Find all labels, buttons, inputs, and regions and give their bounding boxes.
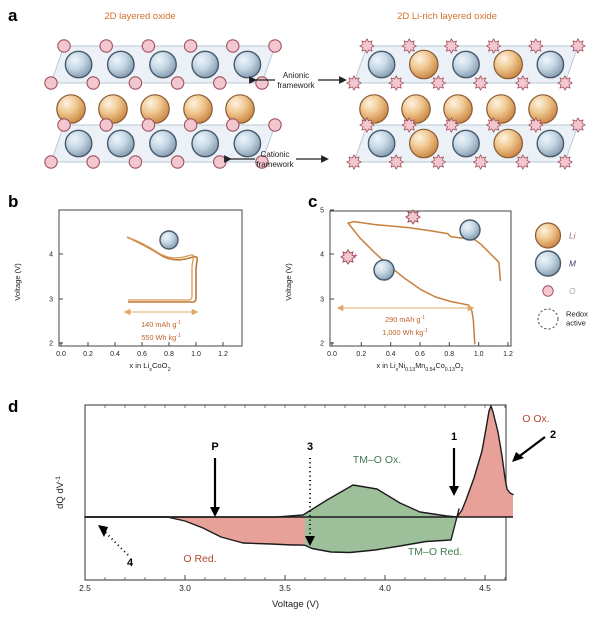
- svg-text:Anionic: Anionic: [283, 71, 309, 80]
- svg-text:framework: framework: [277, 81, 315, 90]
- svg-text:P: P: [211, 441, 218, 453]
- svg-text:TM–O Red.: TM–O Red.: [408, 546, 462, 558]
- svg-text:1,000 Wh kg-1: 1,000 Wh kg-1: [382, 328, 428, 337]
- svg-text:5: 5: [320, 208, 324, 215]
- svg-text:Redox: Redox: [566, 310, 588, 319]
- svg-text:4: 4: [127, 557, 134, 569]
- svg-text:4.0: 4.0: [379, 583, 391, 593]
- svg-text:Voltage (V): Voltage (V): [284, 263, 293, 301]
- svg-text:0.2: 0.2: [356, 351, 366, 358]
- svg-text:+: +: [353, 251, 358, 260]
- svg-text:active: active: [566, 319, 586, 328]
- svg-text:550 Wh kg-1: 550 Wh kg-1: [141, 333, 181, 342]
- svg-text:0.4: 0.4: [110, 351, 120, 358]
- svg-text:0.0: 0.0: [56, 351, 66, 358]
- svg-text:0.0: 0.0: [327, 351, 337, 358]
- svg-text:O Red.: O Red.: [183, 553, 216, 565]
- svg-text:1: 1: [451, 431, 457, 443]
- svg-text:4: 4: [49, 252, 53, 259]
- svg-text:x in LixCoO2: x in LixCoO2: [129, 361, 170, 373]
- svg-text:1.2: 1.2: [218, 351, 228, 358]
- svg-text:2: 2: [49, 341, 53, 348]
- svg-text:0.2: 0.2: [83, 351, 93, 358]
- svg-text:4.5: 4.5: [479, 583, 491, 593]
- svg-text:1.0: 1.0: [191, 351, 201, 358]
- svg-text:O Ox.: O Ox.: [522, 413, 549, 425]
- svg-text:3.0: 3.0: [179, 583, 191, 593]
- svg-text:2D Li-rich layered oxide: 2D Li-rich layered oxide: [397, 11, 497, 22]
- svg-text:140 mAh g-1: 140 mAh g-1: [141, 320, 181, 329]
- svg-text:3.5: 3.5: [279, 583, 291, 593]
- svg-text:4: 4: [320, 252, 324, 259]
- svg-text:dQ dV-1: dQ dV-1: [55, 476, 67, 509]
- svg-text:Voltage (V): Voltage (V): [272, 599, 319, 610]
- svg-text:framework: framework: [256, 160, 294, 169]
- svg-text:Voltage (V): Voltage (V): [13, 263, 22, 301]
- svg-text:Li: Li: [569, 231, 577, 241]
- svg-text:2.5: 2.5: [79, 583, 91, 593]
- svg-text:TM–O Ox.: TM–O Ox.: [353, 454, 401, 466]
- svg-text:0.4: 0.4: [386, 351, 396, 358]
- svg-text:2D layered oxide: 2D layered oxide: [104, 11, 175, 22]
- svg-text:0.8: 0.8: [444, 351, 454, 358]
- svg-text:M: M: [569, 259, 576, 269]
- svg-text:3: 3: [320, 297, 324, 304]
- svg-text:0.8: 0.8: [164, 351, 174, 358]
- svg-text:0.6: 0.6: [415, 351, 425, 358]
- svg-text:Cationic: Cationic: [261, 150, 290, 159]
- svg-text:3: 3: [49, 297, 53, 304]
- svg-text:0.6: 0.6: [137, 351, 147, 358]
- svg-text:O: O: [569, 286, 576, 296]
- svg-text:3: 3: [307, 441, 313, 453]
- svg-text:x in LixNi0.13Mn0.54Co0.13O2: x in LixNi0.13Mn0.54Co0.13O2: [377, 361, 464, 373]
- svg-text:2: 2: [320, 341, 324, 348]
- svg-text:290 mAh g-1: 290 mAh g-1: [385, 315, 425, 324]
- svg-text:2: 2: [550, 429, 556, 441]
- svg-text:1.0: 1.0: [474, 351, 484, 358]
- svg-text:1.2: 1.2: [503, 351, 513, 358]
